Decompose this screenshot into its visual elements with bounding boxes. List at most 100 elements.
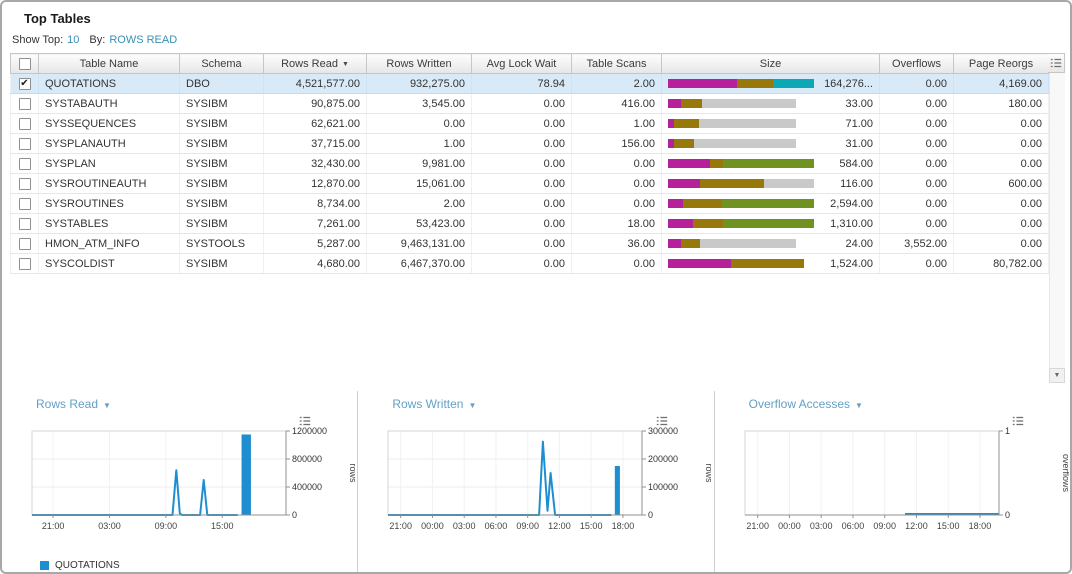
cell-table_scans: 0.00 <box>571 253 662 274</box>
size-value: 31.00 <box>845 137 873 150</box>
scroll-down-button[interactable]: ▼ <box>1049 368 1065 383</box>
chart-metric-selector[interactable]: Rows Read ▼ <box>36 397 111 411</box>
table-row-syssequences[interactable]: SYSSEQUENCES SYSIBM 62,621.00 0.00 0.00 1.00 7… <box>10 113 1049 134</box>
cell-size: 164,276... <box>661 73 880 94</box>
size-bar-segment <box>723 159 814 168</box>
table-row-quotations[interactable]: ✔ QUOTATIONS DBO 4,521,577.00 932,275.00 78.9… <box>10 73 1049 94</box>
table-row-syscoldist[interactable]: SYSCOLDIST SYSIBM 4,680.00 6,467,370.00 0.00… <box>10 253 1049 274</box>
top-tables-grid-zone: Table Name Schema Rows Read ▼ Rows Written Av… <box>10 53 1065 385</box>
column-header-rows_written[interactable]: Rows Written <box>366 53 472 74</box>
table-row-hmon_atm_info[interactable]: HMON_ATM_INFO SYSTOOLS 5,287.00 9,463,131.0… <box>10 233 1049 254</box>
svg-text:12:00: 12:00 <box>549 521 572 531</box>
row-checkbox[interactable] <box>18 117 31 130</box>
size-value: 2,594.00 <box>830 197 873 210</box>
column-header-overflows[interactable]: Overflows <box>879 53 954 74</box>
column-header-avg_lock_wait[interactable]: Avg Lock Wait <box>471 53 572 74</box>
vertical-scrollbar[interactable] <box>1049 73 1065 368</box>
by-value[interactable]: ROWS READ <box>109 34 178 46</box>
cell-schema: SYSIBM <box>179 153 264 174</box>
size-bar-segment <box>673 119 699 128</box>
row-select-cell: ✔ <box>10 73 39 94</box>
show-top-label: Show Top: <box>12 34 64 46</box>
svg-text:09:00: 09:00 <box>873 521 896 531</box>
row-select-cell <box>10 153 39 174</box>
chevron-down-icon: ▼ <box>855 400 863 410</box>
select-all-checkbox[interactable] <box>18 57 31 70</box>
table-row-sysroutines[interactable]: SYSROUTINES SYSIBM 8,734.00 2.00 0.00 0.00 2,5… <box>10 193 1049 214</box>
column-header-name[interactable]: Table Name <box>38 53 180 74</box>
column-options-icon[interactable] <box>1050 58 1062 68</box>
by-label: By: <box>89 34 106 46</box>
svg-text:00:00: 00:00 <box>778 521 801 531</box>
cell-rows_read: 5,287.00 <box>263 233 367 254</box>
size-bar-segment <box>700 179 765 188</box>
row-checkbox[interactable] <box>18 137 31 150</box>
y-axis-label: rows <box>348 463 356 483</box>
svg-text:03:00: 03:00 <box>810 521 833 531</box>
column-header-schema[interactable]: Schema <box>179 53 264 74</box>
cell-rows_read: 32,430.00 <box>263 153 367 174</box>
chart-metric-selector[interactable]: Overflow Accesses ▼ <box>749 397 863 411</box>
cell-size: 1,524.00 <box>661 253 880 274</box>
svg-text:21:00: 21:00 <box>42 521 65 531</box>
chart-options-icon[interactable] <box>1012 413 1024 431</box>
cell-avg_lock_wait: 0.00 <box>471 93 572 114</box>
size-bar-segment <box>722 199 814 208</box>
row-checkbox[interactable] <box>18 237 31 250</box>
cell-schema: SYSTOOLS <box>179 233 264 254</box>
cell-overflows: 0.00 <box>879 153 954 174</box>
row-checkbox[interactable] <box>18 177 31 190</box>
cell-name: SYSSEQUENCES <box>38 113 180 134</box>
row-checkbox[interactable] <box>18 257 31 270</box>
column-header-rows_read[interactable]: Rows Read ▼ <box>263 53 367 74</box>
chart-options-icon[interactable] <box>656 413 668 431</box>
size-bar-segment <box>710 159 724 168</box>
cell-schema: SYSIBM <box>179 93 264 114</box>
column-header-size[interactable]: Size <box>661 53 880 74</box>
row-checkbox[interactable]: ✔ <box>18 77 31 90</box>
cell-schema: SYSIBM <box>179 113 264 134</box>
row-checkbox[interactable] <box>18 197 31 210</box>
table-row-systables[interactable]: SYSTABLES SYSIBM 7,261.00 53,423.00 0.00 18.0… <box>10 213 1049 234</box>
row-select-cell <box>10 193 39 214</box>
cell-schema: SYSIBM <box>179 173 264 194</box>
table-row-sysroutineauth[interactable]: SYSROUTINEAUTH SYSIBM 12,870.00 15,061.00 0.… <box>10 173 1049 194</box>
size-bar-segment <box>673 139 695 148</box>
cell-page_reorgs: 0.00 <box>953 133 1049 154</box>
table-row-sysplan[interactable]: SYSPLAN SYSIBM 32,430.00 9,981.00 0.00 0.00 58… <box>10 153 1049 174</box>
size-bar-segment <box>682 199 722 208</box>
show-top-value[interactable]: 10 <box>67 34 80 46</box>
cell-page_reorgs: 0.00 <box>953 113 1049 134</box>
cell-overflows: 0.00 <box>879 73 954 94</box>
table-header-row: Table Name Schema Rows Read ▼ Rows Written Av… <box>10 53 1049 74</box>
row-select-cell <box>10 93 39 114</box>
chart-metric-selector[interactable]: Rows Written ▼ <box>392 397 476 411</box>
svg-text:18:00: 18:00 <box>612 521 635 531</box>
size-bar-segment <box>723 219 814 228</box>
svg-text:18:00: 18:00 <box>968 521 991 531</box>
row-checkbox[interactable] <box>18 157 31 170</box>
column-header-page_reorgs[interactable]: Page Reorgs <box>953 53 1049 74</box>
chart-plot: 0 100000 200000 300000 21:00 00:00 03:00 06:00 0… <box>387 426 714 531</box>
size-stacked-bar <box>668 139 814 148</box>
cell-page_reorgs: 600.00 <box>953 173 1049 194</box>
table-controls: Show Top: 10 By: ROWS READ <box>2 26 1070 51</box>
row-select-cell <box>10 253 39 274</box>
cell-rows_read: 7,261.00 <box>263 213 367 234</box>
cell-rows_read: 90,875.00 <box>263 93 367 114</box>
chart-options-icon[interactable] <box>299 413 311 431</box>
cell-table_scans: 1.00 <box>571 113 662 134</box>
svg-text:06:00: 06:00 <box>485 521 508 531</box>
table-row-sysplanauth[interactable]: SYSPLANAUTH SYSIBM 37,715.00 1.00 0.00 156.00… <box>10 133 1049 154</box>
cell-schema: SYSIBM <box>179 253 264 274</box>
row-checkbox[interactable] <box>18 97 31 110</box>
cell-rows_read: 37,715.00 <box>263 133 367 154</box>
chart-title-text: Overflow Accesses <box>748 397 851 411</box>
column-header-table_scans[interactable]: Table Scans <box>571 53 662 74</box>
grid-right-rail: ▼ <box>1048 53 1065 383</box>
table-row-systabauth[interactable]: SYSTABAUTH SYSIBM 90,875.00 3,545.00 0.00 416… <box>10 93 1049 114</box>
svg-text:15:00: 15:00 <box>211 521 234 531</box>
cell-page_reorgs: 180.00 <box>953 93 1049 114</box>
row-checkbox[interactable] <box>18 217 31 230</box>
svg-text:400000: 400000 <box>292 482 322 492</box>
